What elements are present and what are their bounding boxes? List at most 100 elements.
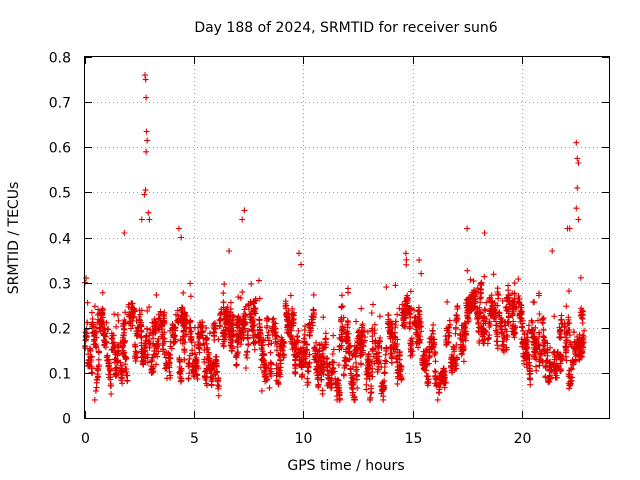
- data-point: [230, 327, 237, 334]
- data-point: [101, 325, 108, 332]
- data-point: [245, 327, 252, 334]
- data-point: [233, 354, 240, 361]
- data-point: [111, 339, 118, 346]
- data-point: [338, 342, 345, 349]
- data-point: [418, 323, 424, 330]
- data-point: [330, 346, 337, 353]
- data-point: [256, 320, 263, 327]
- data-point: [198, 323, 205, 330]
- data-point: [566, 320, 573, 327]
- data-point: [153, 361, 160, 368]
- data-point: [402, 315, 409, 322]
- data-point: [477, 299, 484, 306]
- data-point: [213, 357, 220, 364]
- data-point: [304, 379, 311, 386]
- data-point: [115, 317, 122, 324]
- data-point: [166, 364, 173, 371]
- data-point: [285, 307, 292, 314]
- data-point: [260, 351, 267, 358]
- data-point: [340, 371, 347, 378]
- data-point: [354, 385, 361, 392]
- data-point: [519, 317, 526, 324]
- data-point: [161, 329, 168, 336]
- data-point: [266, 384, 273, 391]
- data-point: [172, 324, 179, 331]
- data-point: [172, 336, 179, 343]
- data-point: [143, 94, 150, 101]
- data-point: [518, 310, 525, 317]
- data-point: [235, 349, 241, 355]
- data-point: [106, 366, 113, 373]
- y-tick-label: 0.1: [49, 367, 71, 383]
- data-point: [244, 334, 251, 341]
- data-point: [248, 280, 255, 287]
- data-point: [494, 302, 501, 309]
- data-point: [216, 322, 223, 329]
- data-point: [352, 353, 359, 360]
- data-point: [568, 365, 575, 372]
- data-point: [215, 392, 222, 399]
- data-point: [544, 340, 551, 347]
- data-point: [258, 342, 265, 349]
- data-point: [260, 337, 267, 344]
- data-point: [289, 305, 296, 312]
- data-point: [565, 326, 572, 333]
- data-point: [444, 298, 451, 305]
- data-point: [504, 333, 511, 340]
- data-point: [470, 278, 477, 285]
- data-point: [532, 324, 539, 331]
- data-point: [539, 320, 546, 327]
- data-point: [558, 366, 564, 372]
- data-point: [488, 292, 495, 299]
- data-point: [217, 323, 224, 330]
- data-point: [265, 341, 272, 348]
- data-point: [371, 321, 378, 328]
- data-point: [185, 375, 192, 382]
- data-point: [196, 345, 203, 352]
- data-point: [268, 373, 275, 379]
- data-point: [379, 379, 386, 386]
- data-point: [374, 368, 381, 375]
- data-point: [442, 374, 448, 381]
- data-point: [495, 292, 502, 299]
- data-point: [407, 288, 414, 295]
- data-point: [368, 369, 375, 376]
- data-point: [509, 312, 516, 319]
- data-point: [396, 352, 403, 359]
- data-point: [178, 234, 185, 241]
- data-point: [95, 367, 101, 374]
- data-point: [352, 396, 358, 403]
- data-point: [203, 336, 210, 343]
- data-point: [210, 324, 217, 331]
- data-point: [187, 293, 194, 300]
- data-point: [88, 357, 95, 364]
- data-point: [239, 328, 246, 335]
- data-point: [402, 250, 409, 257]
- data-point: [506, 313, 512, 320]
- data-point: [282, 303, 289, 310]
- data-point: [512, 323, 518, 329]
- data-point: [251, 346, 258, 353]
- data-point: [573, 139, 580, 146]
- data-point: [408, 335, 415, 342]
- data-point: [478, 280, 485, 287]
- data-point: [415, 304, 422, 311]
- data-point: [188, 328, 195, 335]
- data-point: [474, 285, 481, 292]
- data-point: [113, 323, 120, 330]
- data-point: [304, 347, 311, 353]
- data-point: [108, 335, 115, 342]
- data-point: [460, 358, 467, 365]
- data-point: [292, 370, 299, 377]
- data-point: [573, 205, 580, 212]
- data-point: [481, 306, 488, 313]
- data-point: [319, 387, 326, 394]
- data-point: [296, 250, 302, 257]
- data-point: [524, 351, 531, 358]
- data-point: [306, 351, 313, 358]
- data-point: [249, 317, 256, 324]
- data-point: [215, 383, 222, 390]
- data-point: [180, 289, 187, 296]
- data-point: [310, 291, 317, 298]
- data-point: [244, 354, 251, 361]
